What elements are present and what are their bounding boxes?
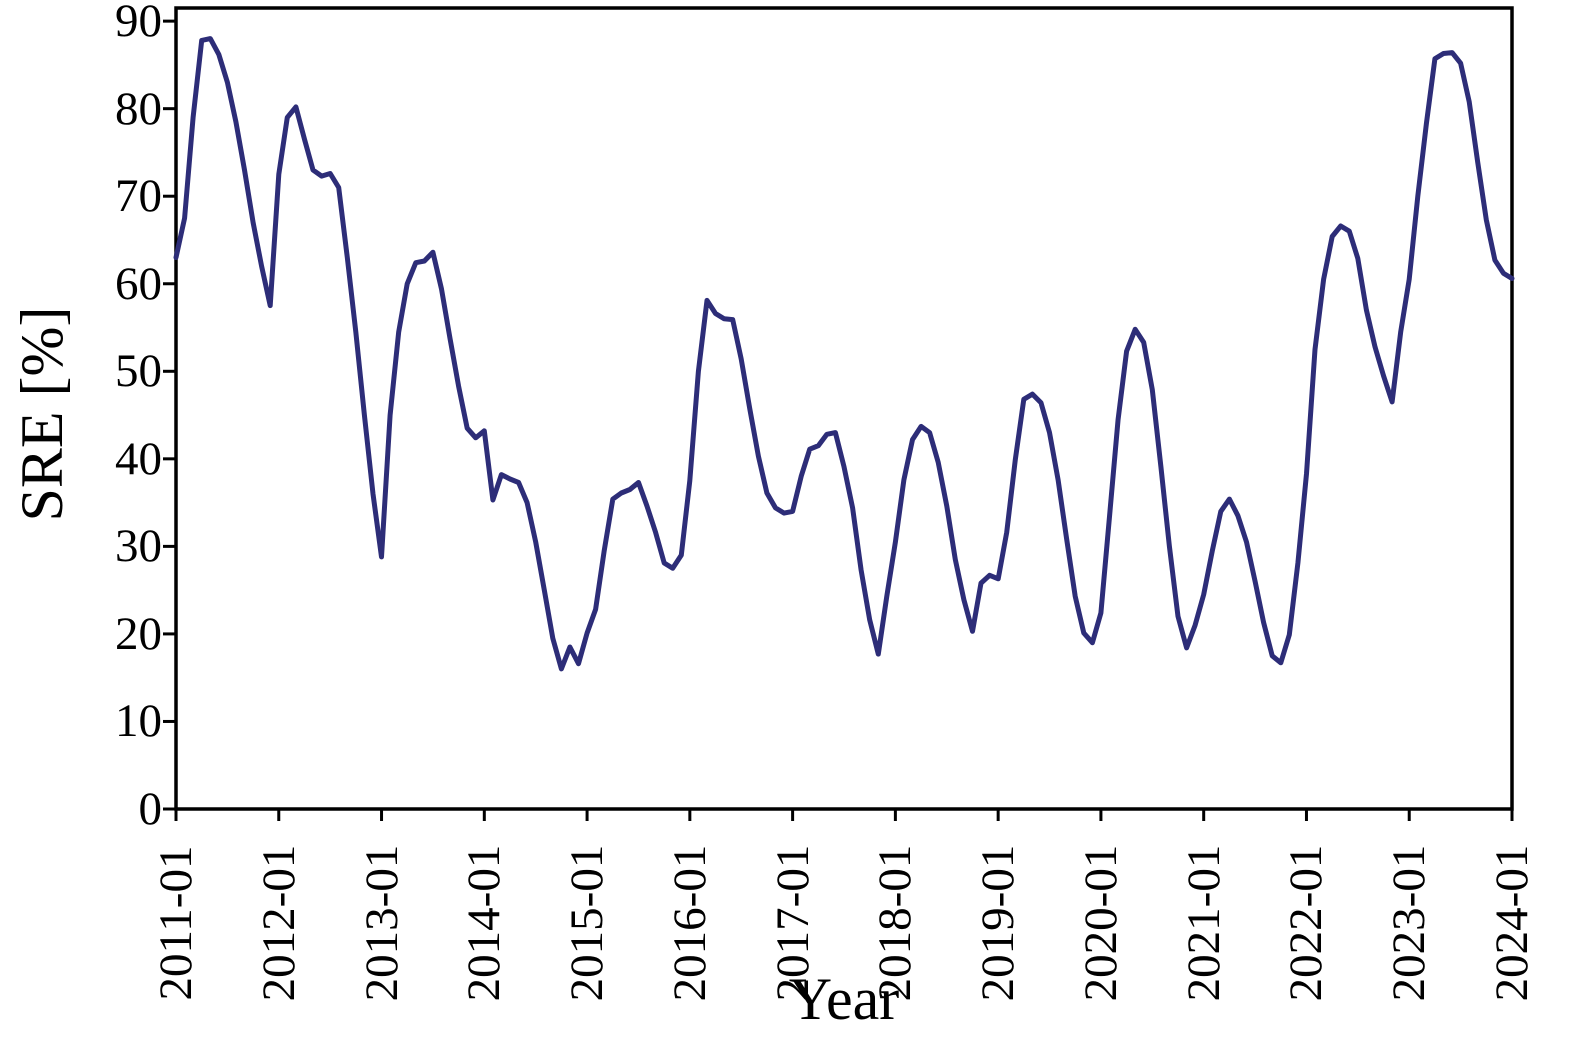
- x-tick-label: 2022-01: [1280, 844, 1333, 1002]
- y-tick-label: 60: [115, 257, 162, 310]
- plot-border: [174, 6, 1514, 811]
- y-tick-label: 10: [115, 695, 162, 748]
- x-tick-label: 2013-01: [355, 844, 408, 1002]
- y-tick-label: 50: [115, 345, 162, 398]
- y-axis-title: SRE [%]: [9, 306, 75, 522]
- x-axis-title: Year: [788, 966, 900, 1032]
- y-tick-label: 90: [115, 0, 162, 48]
- x-tick-label: 2011-01: [150, 845, 202, 1001]
- sre-series-line: [173, 36, 1515, 672]
- y-tick-label: 80: [115, 82, 162, 135]
- x-tick-label: 2015-01: [561, 844, 614, 1002]
- y-tick-label: 0: [138, 783, 163, 835]
- y-tick-label: 20: [115, 607, 162, 660]
- y-tick-label: 30: [115, 520, 162, 573]
- x-tick-label: 2024-01: [1486, 844, 1538, 1002]
- x-tick-label: 2021-01: [1177, 844, 1230, 1002]
- y-tick-label: 40: [115, 432, 162, 485]
- x-tick-label: 2014-01: [458, 844, 511, 1002]
- x-tick-label: 2012-01: [252, 844, 305, 1002]
- x-tick-label: 2023-01: [1383, 844, 1436, 1002]
- axis-ticks: [163, 19, 1514, 821]
- y-tick-label: 70: [115, 170, 162, 223]
- x-tick-label: 2020-01: [1074, 844, 1127, 1002]
